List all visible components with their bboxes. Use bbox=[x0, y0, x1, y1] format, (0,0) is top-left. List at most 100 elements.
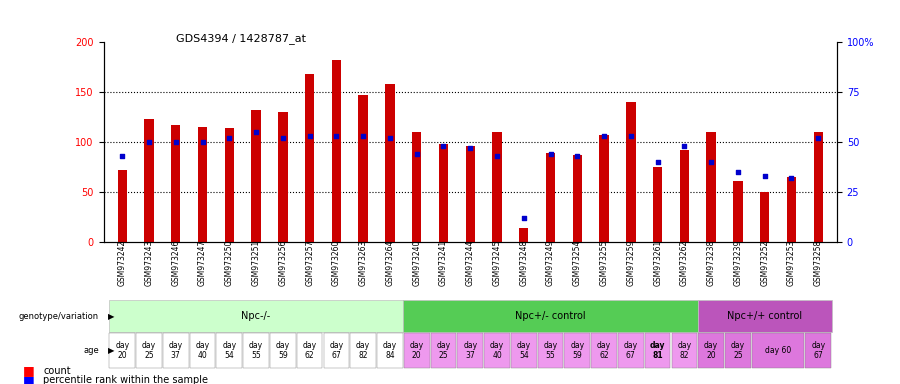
Point bbox=[436, 143, 451, 149]
Text: day
67: day 67 bbox=[624, 341, 638, 360]
Bar bbox=[653, 167, 662, 242]
Point bbox=[222, 135, 237, 141]
Bar bbox=[110, 333, 135, 368]
Point bbox=[275, 135, 290, 141]
Text: GSM973248: GSM973248 bbox=[519, 240, 528, 286]
Bar bbox=[136, 333, 162, 368]
Bar bbox=[109, 300, 403, 332]
Text: day
40: day 40 bbox=[195, 341, 210, 360]
Point bbox=[142, 139, 157, 145]
Text: Npc+/- control: Npc+/- control bbox=[515, 311, 586, 321]
Text: day
20: day 20 bbox=[704, 341, 718, 360]
Text: day
25: day 25 bbox=[731, 341, 745, 360]
Point bbox=[624, 133, 638, 139]
Point bbox=[517, 215, 531, 221]
Text: GSM973255: GSM973255 bbox=[599, 240, 608, 286]
Bar bbox=[278, 112, 287, 242]
Text: day
40: day 40 bbox=[490, 341, 504, 360]
Bar bbox=[806, 333, 831, 368]
Text: day
54: day 54 bbox=[517, 341, 531, 360]
Text: GSM973239: GSM973239 bbox=[734, 240, 742, 286]
Text: day
59: day 59 bbox=[571, 341, 584, 360]
Bar bbox=[358, 95, 368, 242]
Bar bbox=[546, 153, 555, 242]
Text: GSM973241: GSM973241 bbox=[439, 240, 448, 286]
Text: GDS4394 / 1428787_at: GDS4394 / 1428787_at bbox=[176, 33, 305, 44]
Point bbox=[195, 139, 210, 145]
Bar bbox=[484, 333, 510, 368]
Text: day
67: day 67 bbox=[811, 341, 825, 360]
Bar bbox=[725, 333, 751, 368]
Bar bbox=[734, 181, 742, 242]
Bar bbox=[377, 333, 403, 368]
Bar bbox=[644, 333, 670, 368]
Text: GSM973256: GSM973256 bbox=[278, 240, 287, 286]
Bar bbox=[243, 333, 269, 368]
Point bbox=[329, 133, 344, 139]
Bar bbox=[404, 333, 429, 368]
Bar bbox=[814, 132, 823, 242]
Bar bbox=[564, 333, 590, 368]
Text: day
62: day 62 bbox=[302, 341, 317, 360]
Bar bbox=[385, 84, 394, 242]
Bar bbox=[305, 74, 314, 242]
Point bbox=[651, 159, 665, 165]
Bar bbox=[190, 333, 215, 368]
Bar bbox=[706, 132, 716, 242]
Bar bbox=[350, 333, 376, 368]
Bar bbox=[171, 125, 181, 242]
Bar bbox=[626, 102, 635, 242]
Bar bbox=[519, 228, 528, 242]
Text: day
55: day 55 bbox=[544, 341, 558, 360]
Text: day
37: day 37 bbox=[168, 341, 183, 360]
Bar bbox=[412, 132, 421, 242]
Text: GSM973257: GSM973257 bbox=[305, 240, 314, 286]
Point bbox=[597, 133, 611, 139]
Point bbox=[570, 153, 584, 159]
Text: GSM973262: GSM973262 bbox=[680, 240, 688, 286]
Bar bbox=[118, 170, 127, 242]
Bar bbox=[457, 333, 483, 368]
Bar bbox=[270, 333, 296, 368]
Text: GSM973246: GSM973246 bbox=[171, 240, 180, 286]
Bar bbox=[760, 192, 770, 242]
Text: day
82: day 82 bbox=[678, 341, 691, 360]
Text: GSM973245: GSM973245 bbox=[492, 240, 501, 286]
Text: GSM973253: GSM973253 bbox=[787, 240, 796, 286]
Text: GSM973261: GSM973261 bbox=[653, 240, 662, 286]
Point bbox=[168, 139, 183, 145]
Text: GSM973244: GSM973244 bbox=[466, 240, 475, 286]
Bar bbox=[144, 119, 154, 242]
Text: day
25: day 25 bbox=[436, 341, 451, 360]
Point bbox=[758, 173, 772, 179]
Point bbox=[490, 153, 504, 159]
Text: day
54: day 54 bbox=[222, 341, 237, 360]
Text: count: count bbox=[43, 366, 71, 376]
Text: day
20: day 20 bbox=[410, 341, 424, 360]
Text: genotype/variation: genotype/variation bbox=[19, 312, 99, 321]
Bar bbox=[217, 333, 242, 368]
Text: GSM973263: GSM973263 bbox=[359, 240, 368, 286]
Bar bbox=[599, 135, 608, 242]
Text: day 60: day 60 bbox=[765, 346, 791, 355]
Point bbox=[382, 135, 397, 141]
Bar bbox=[492, 132, 501, 242]
Text: GSM973247: GSM973247 bbox=[198, 240, 207, 286]
Text: GSM973252: GSM973252 bbox=[760, 240, 770, 286]
Text: day
59: day 59 bbox=[275, 341, 290, 360]
Bar bbox=[698, 300, 832, 332]
Text: ■: ■ bbox=[22, 364, 34, 377]
Point bbox=[410, 151, 424, 157]
Bar bbox=[671, 333, 698, 368]
Point bbox=[356, 133, 371, 139]
Point bbox=[302, 133, 317, 139]
Text: day
62: day 62 bbox=[597, 341, 611, 360]
Bar bbox=[465, 146, 475, 242]
Text: GSM973254: GSM973254 bbox=[572, 240, 581, 286]
Text: ▶: ▶ bbox=[108, 312, 114, 321]
Bar bbox=[163, 333, 189, 368]
Bar bbox=[591, 333, 617, 368]
Bar bbox=[439, 144, 448, 242]
Text: day
20: day 20 bbox=[115, 341, 130, 360]
Point bbox=[811, 135, 825, 141]
